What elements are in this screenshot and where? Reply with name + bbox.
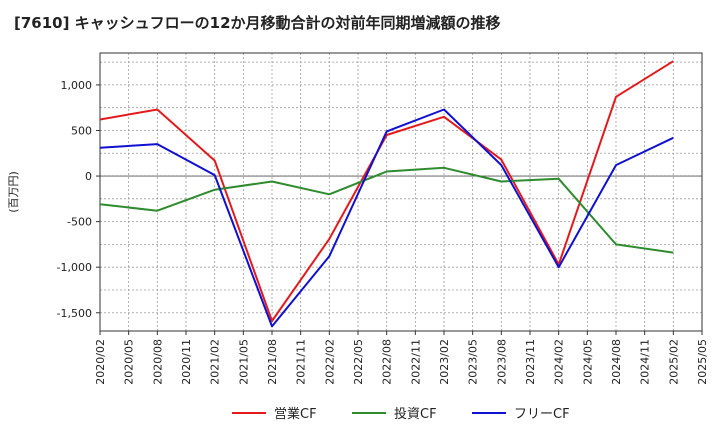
x-tick-label: 2024/11 bbox=[639, 339, 652, 385]
x-tick-label: 2025/05 bbox=[696, 339, 709, 385]
x-tick-label: 2023/08 bbox=[495, 339, 508, 385]
x-tick-label: 2022/11 bbox=[409, 339, 422, 385]
series-line-1 bbox=[99, 166, 674, 254]
x-tick-label: 2020/11 bbox=[180, 339, 193, 385]
x-tick-label: 2023/11 bbox=[524, 339, 537, 385]
series-line-2 bbox=[99, 108, 674, 328]
x-tick-label: 2023/05 bbox=[467, 339, 480, 385]
chart-title: [7610] キャッシュフローの12か月移動合計の対前年同期増減額の推移 bbox=[14, 14, 501, 32]
x-tick-label: 2024/05 bbox=[581, 339, 594, 385]
x-tick-label: 2024/02 bbox=[553, 339, 566, 385]
series-line-0 bbox=[99, 60, 674, 322]
x-tick-label: 2021/05 bbox=[237, 339, 250, 385]
x-tick-label: 2022/02 bbox=[323, 339, 336, 385]
x-tick-label: 2020/05 bbox=[123, 339, 136, 385]
plot-frame bbox=[99, 52, 703, 332]
legend-label-2: フリーCF bbox=[514, 407, 570, 422]
legend-label-1: 投資CF bbox=[394, 406, 437, 422]
x-tick-label: 2023/02 bbox=[438, 339, 451, 385]
legend-label-0: 営業CF bbox=[274, 406, 317, 422]
y-axis-label: (百万円) bbox=[7, 171, 20, 213]
y-tick-label: -1,000 bbox=[57, 261, 92, 274]
y-tick-label: 0 bbox=[85, 170, 92, 183]
plot-area bbox=[100, 53, 702, 331]
x-tick-label: 2021/11 bbox=[295, 339, 308, 385]
y-tick-labels: 1,000 500 0 -500 -1,000 -1,500 bbox=[57, 79, 100, 320]
x-tick-label: 2025/02 bbox=[667, 339, 680, 385]
y-tick-label: -500 bbox=[67, 216, 92, 229]
x-tick-label: 2022/05 bbox=[352, 339, 365, 385]
x-tick-label: 2024/08 bbox=[610, 339, 623, 385]
y-tick-label: 1,000 bbox=[61, 79, 93, 92]
x-tick-label: 2021/02 bbox=[209, 339, 222, 385]
legend: 営業CF 投資CF フリーCF bbox=[232, 406, 570, 422]
x-tick-label: 2021/08 bbox=[266, 339, 279, 385]
y-tick-label: -1,500 bbox=[57, 307, 92, 320]
x-tick-label: 2022/08 bbox=[381, 339, 394, 385]
x-tick-label: 2020/02 bbox=[94, 339, 107, 385]
x-tick-label: 2020/08 bbox=[151, 339, 164, 385]
x-tick-labels: 2020/02 2020/05 2020/08 2020/11 2021/02 2021/… bbox=[94, 331, 709, 385]
y-tick-label: 500 bbox=[71, 124, 92, 137]
